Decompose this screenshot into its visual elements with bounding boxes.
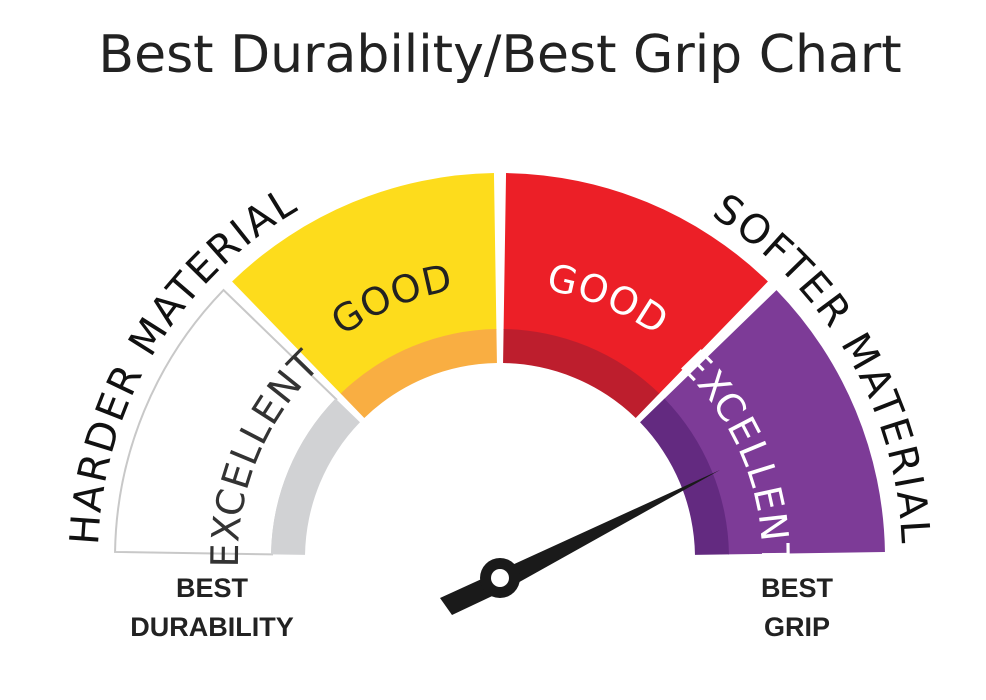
- end-label: GRIP: [764, 612, 830, 642]
- end-label: BEST: [761, 573, 834, 603]
- segment-band: [271, 398, 360, 555]
- end-label: DURABILITY: [130, 612, 294, 642]
- segment-band: [503, 329, 660, 418]
- needle-pointer: [440, 470, 720, 615]
- end-label: BEST: [176, 573, 249, 603]
- segment: [232, 173, 497, 395]
- needle-hub-hole: [491, 569, 509, 587]
- segment: [503, 173, 768, 395]
- segment-band: [340, 329, 497, 418]
- segment: [663, 290, 885, 555]
- title: Best Durability/Best Grip Chart: [98, 25, 901, 85]
- sectors: [114, 173, 885, 556]
- segment-band: [640, 398, 729, 555]
- needle: [440, 470, 720, 615]
